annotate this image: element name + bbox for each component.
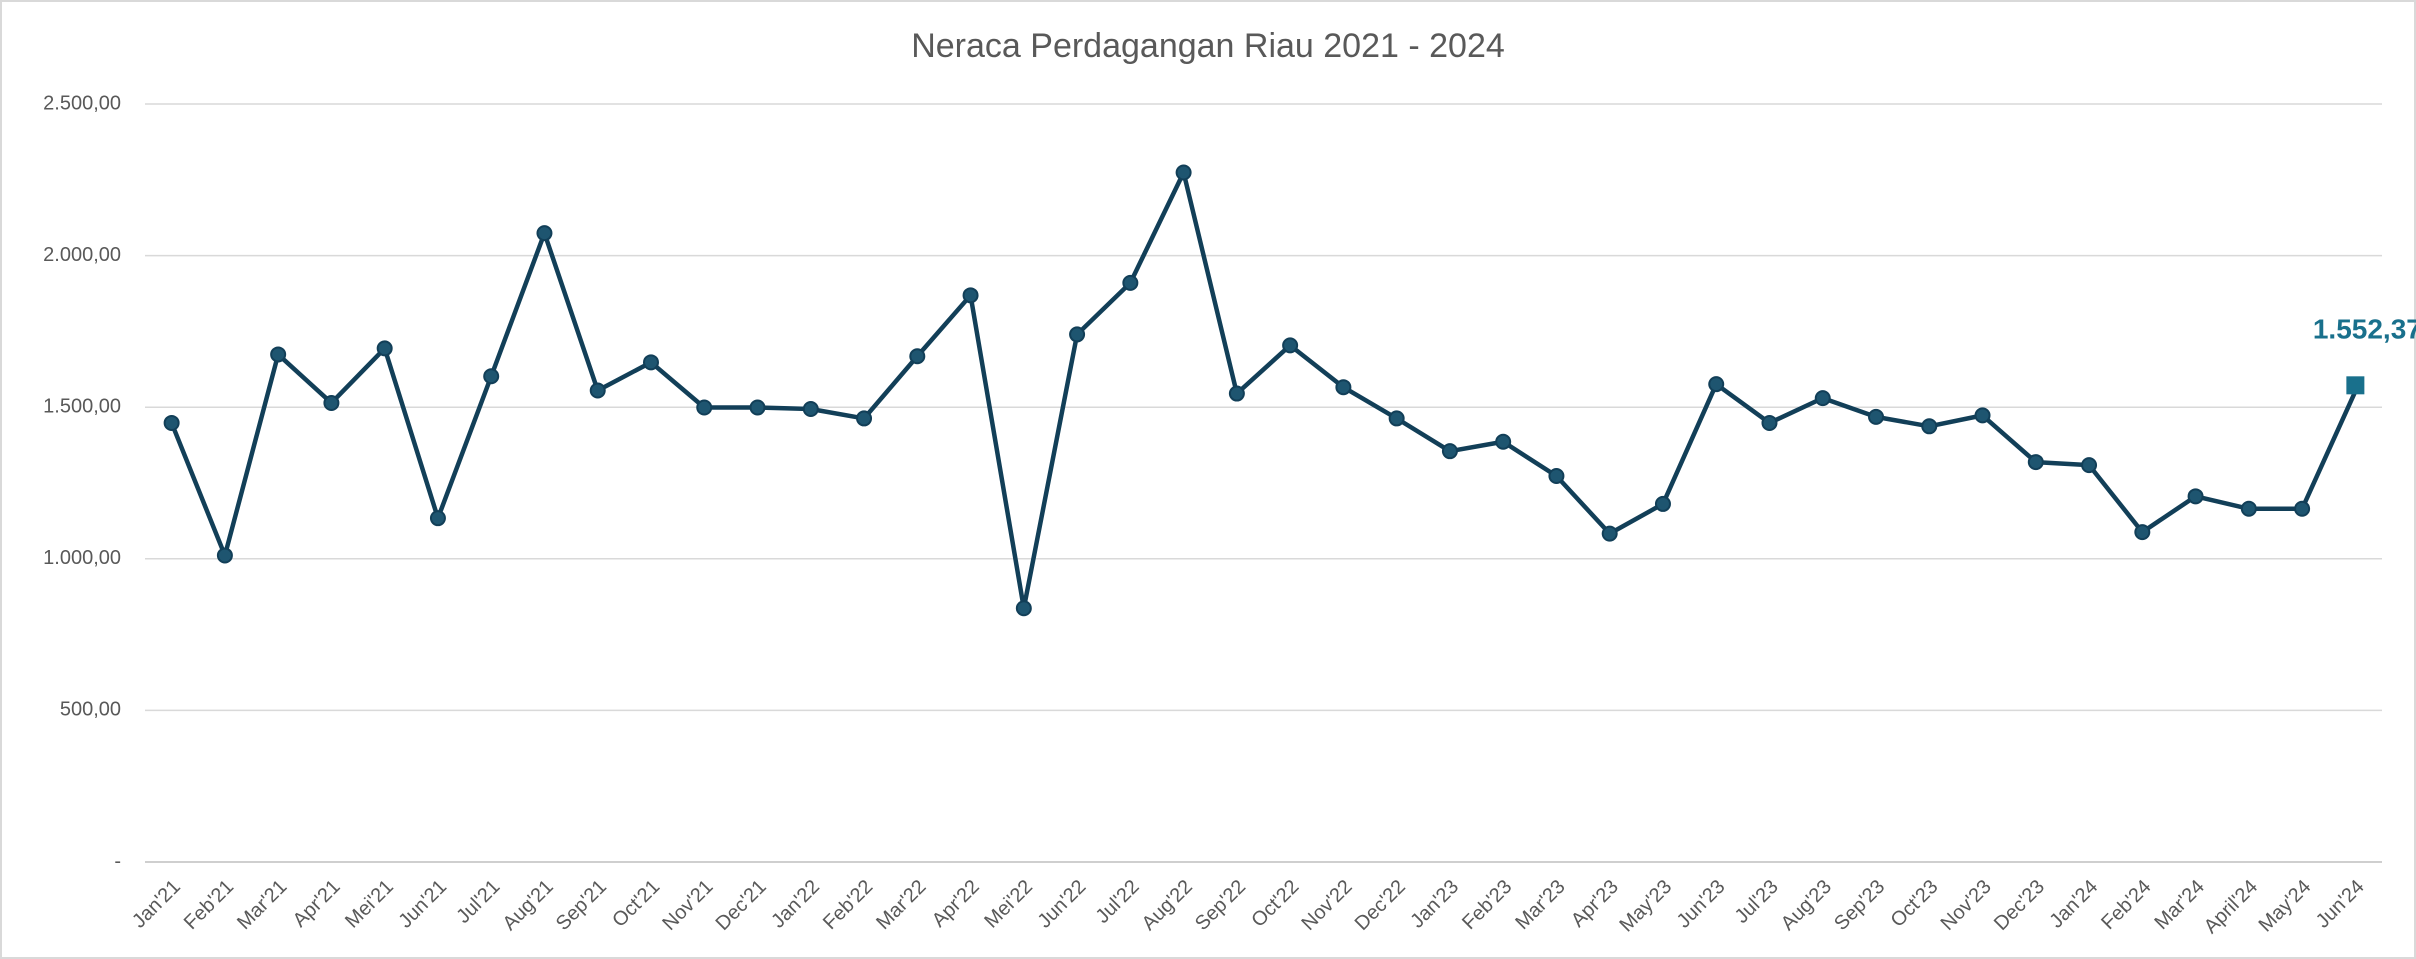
marker	[1441, 443, 1458, 460]
marker	[163, 414, 180, 431]
marker	[1814, 390, 1831, 407]
data-label: 1.552,37	[2313, 314, 2416, 345]
marker	[642, 354, 659, 371]
marker	[1228, 385, 1245, 402]
marker	[1495, 433, 1512, 450]
marker	[962, 287, 979, 304]
line	[169, 170, 2358, 611]
marker	[1069, 326, 1086, 343]
marker	[856, 410, 873, 427]
marker	[1708, 376, 1725, 393]
marker	[2187, 488, 2204, 505]
marker	[483, 368, 500, 385]
y-tick-label: 500,00	[60, 699, 121, 721]
marker	[749, 399, 766, 416]
marker	[802, 401, 819, 418]
marker	[1548, 468, 1565, 485]
y-tick-label: 2.500,00	[43, 92, 121, 114]
marker	[696, 399, 713, 416]
marker	[589, 382, 606, 399]
y-tick-label: -	[114, 850, 121, 872]
marker	[429, 510, 446, 527]
marker	[376, 340, 393, 357]
marker	[1122, 274, 1139, 291]
marker	[1388, 410, 1405, 427]
marker	[2081, 457, 2098, 474]
marker	[1335, 379, 1352, 396]
marker	[1654, 495, 1671, 512]
marker	[1015, 600, 1032, 617]
marker	[1282, 337, 1299, 354]
marker	[1601, 525, 1618, 542]
highlight-marker	[2346, 376, 2365, 395]
y-tick-label: 1.500,00	[43, 395, 121, 417]
marker	[1868, 408, 1885, 425]
marker	[323, 394, 340, 411]
marker	[1175, 164, 1192, 181]
marker	[2294, 500, 2311, 517]
marker	[270, 346, 287, 363]
marker	[2134, 524, 2151, 541]
marker	[2027, 454, 2044, 471]
marker	[2240, 500, 2257, 517]
marker	[1921, 418, 1938, 435]
y-tick-label: 2.000,00	[43, 244, 121, 266]
marker	[1761, 414, 1778, 431]
chart-title: Neraca Perdagangan Riau 2021 - 2024	[911, 27, 1505, 65]
marker	[909, 348, 926, 365]
marker	[536, 225, 553, 242]
y-tick-label: 1.000,00	[43, 547, 121, 569]
marker	[216, 547, 233, 564]
marker	[1974, 407, 1991, 424]
